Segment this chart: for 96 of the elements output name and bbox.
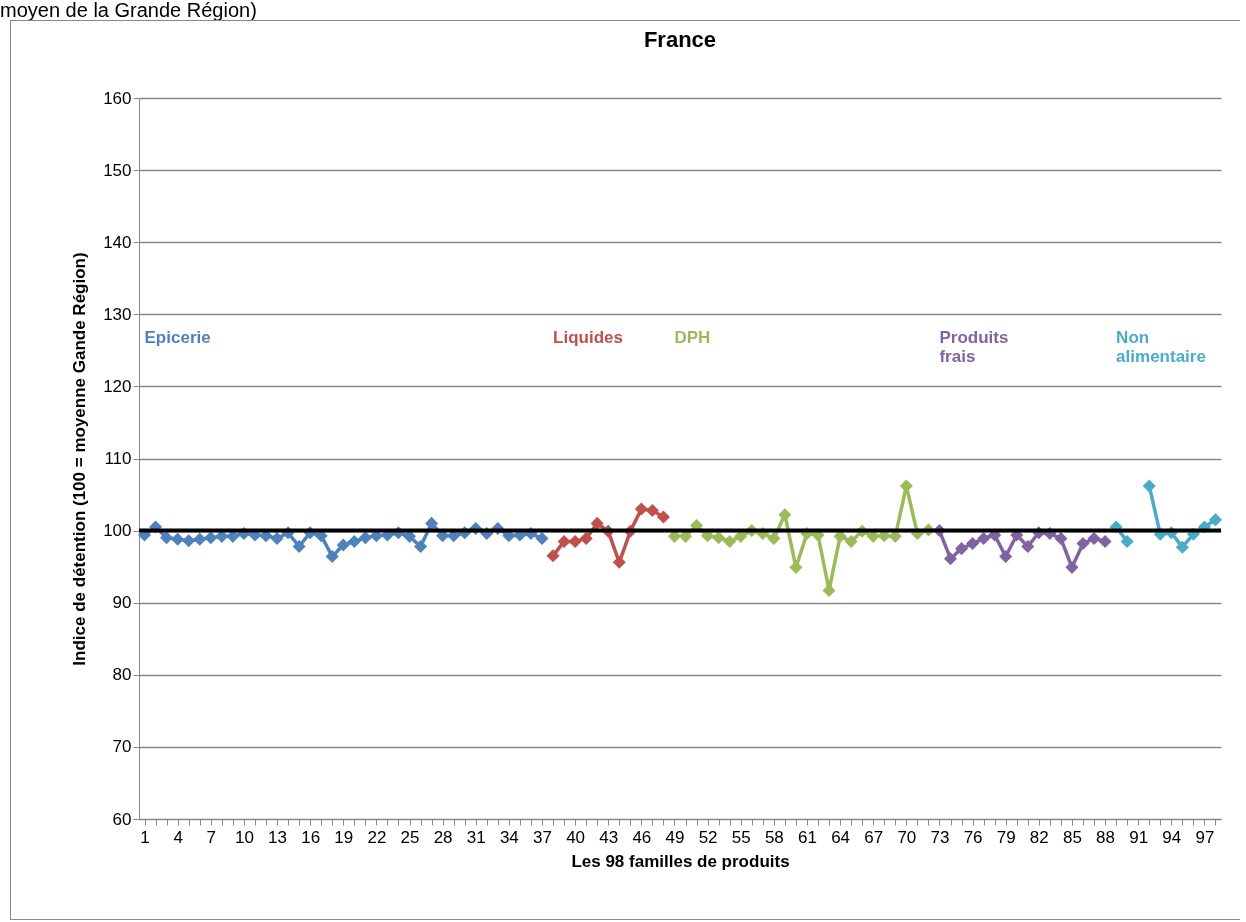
y-tick-label: 90 bbox=[112, 593, 132, 613]
x-tick-label: 85 bbox=[1062, 827, 1082, 847]
y-tick-label: 60 bbox=[112, 809, 132, 829]
text: moyen de la Grande Région) bbox=[0, 0, 257, 21]
point bbox=[1087, 532, 1101, 546]
x-tick-label: 67 bbox=[864, 827, 884, 847]
y-tick-label: 80 bbox=[112, 665, 132, 685]
point bbox=[1054, 532, 1068, 546]
point bbox=[778, 508, 792, 522]
x-tick-label: 37 bbox=[533, 827, 552, 847]
point bbox=[1021, 539, 1035, 553]
x-axis-title: Les 98 familles de produits bbox=[571, 851, 790, 871]
point bbox=[546, 549, 560, 563]
point bbox=[844, 534, 858, 548]
y-tick-label: 110 bbox=[104, 449, 132, 468]
point bbox=[557, 534, 571, 548]
point bbox=[999, 550, 1013, 564]
point bbox=[358, 531, 372, 545]
y-tick-label: 160 bbox=[103, 88, 132, 108]
point bbox=[1142, 479, 1156, 493]
point bbox=[590, 516, 604, 530]
x-tick-label: 76 bbox=[963, 827, 983, 847]
text: Non alimentaire bbox=[1116, 328, 1206, 366]
point bbox=[656, 510, 670, 524]
chart-title: France bbox=[643, 27, 717, 52]
x-tick-label: 82 bbox=[1029, 827, 1049, 847]
point bbox=[1175, 540, 1189, 554]
point bbox=[292, 539, 306, 553]
x-tick-label: 61 bbox=[798, 827, 817, 847]
x-tick-label: 58 bbox=[764, 827, 784, 847]
point bbox=[535, 532, 549, 546]
text: DPH bbox=[674, 328, 711, 347]
point bbox=[1208, 513, 1222, 527]
point bbox=[204, 531, 218, 545]
x-tick-label: 13 bbox=[268, 827, 287, 847]
x-tick-label: 7 bbox=[206, 827, 216, 847]
point bbox=[943, 552, 958, 566]
point bbox=[579, 532, 593, 546]
point bbox=[171, 532, 185, 546]
point bbox=[347, 534, 361, 548]
x-tick-label: 55 bbox=[731, 827, 751, 847]
x-tick-label: 34 bbox=[499, 827, 519, 847]
text: Produits frais bbox=[939, 328, 1009, 366]
y-tick-label: 120 bbox=[103, 376, 132, 396]
point bbox=[325, 550, 339, 564]
point bbox=[270, 532, 284, 546]
x-tick-label: 19 bbox=[334, 827, 354, 847]
x-tick-label: 22 bbox=[367, 827, 387, 847]
point bbox=[634, 502, 648, 516]
text: Liquides bbox=[553, 328, 623, 347]
x-tick-label: 43 bbox=[599, 827, 619, 847]
x-tick-label: 73 bbox=[930, 827, 950, 847]
point bbox=[1120, 534, 1134, 548]
x-tick-label: 31 bbox=[466, 827, 486, 847]
point bbox=[182, 534, 196, 548]
x-tick-label: 10 bbox=[234, 827, 254, 847]
y-tick-label: 100 bbox=[103, 521, 132, 541]
text: Epicerie bbox=[144, 328, 211, 347]
y-axis-title: Indice de détention (100 = moyenne Gande Région) bbox=[70, 252, 90, 666]
x-tick-label: 49 bbox=[665, 827, 685, 847]
point bbox=[712, 531, 726, 545]
point bbox=[977, 532, 991, 546]
x-tick-label: 16 bbox=[301, 827, 321, 847]
x-tick-label: 1 bbox=[140, 827, 150, 847]
x-tick-label: 70 bbox=[897, 827, 917, 847]
point bbox=[723, 534, 737, 548]
y-tick-label: 70 bbox=[112, 737, 132, 757]
point bbox=[336, 538, 350, 552]
x-tick-label: 40 bbox=[566, 827, 586, 847]
x-tick-label: 52 bbox=[698, 827, 718, 847]
point bbox=[160, 531, 174, 545]
point bbox=[767, 532, 781, 546]
x-tick-label: 64 bbox=[831, 827, 851, 847]
point bbox=[612, 555, 626, 569]
x-tick-label: 94 bbox=[1162, 827, 1182, 847]
x-tick-label: 25 bbox=[400, 827, 420, 847]
x-tick-label: 88 bbox=[1096, 827, 1116, 847]
point bbox=[955, 542, 969, 556]
x-tick-label: 28 bbox=[433, 827, 453, 847]
y-tick-label: 140 bbox=[103, 232, 132, 252]
point bbox=[966, 537, 980, 551]
y-tick-label: 130 bbox=[103, 304, 132, 324]
point bbox=[568, 534, 582, 548]
y-tick-label: 150 bbox=[103, 160, 132, 180]
x-tick-label: 46 bbox=[632, 827, 652, 847]
point bbox=[193, 532, 207, 546]
x-tick-label: 91 bbox=[1129, 827, 1149, 847]
point bbox=[1076, 537, 1090, 551]
point bbox=[425, 516, 439, 530]
point bbox=[1065, 560, 1079, 574]
point bbox=[1098, 534, 1112, 548]
x-tick-label: 97 bbox=[1195, 827, 1215, 847]
x-tick-label: 79 bbox=[996, 827, 1016, 847]
point bbox=[645, 503, 659, 517]
x-tick-label: 4 bbox=[173, 827, 183, 847]
point bbox=[414, 539, 428, 553]
